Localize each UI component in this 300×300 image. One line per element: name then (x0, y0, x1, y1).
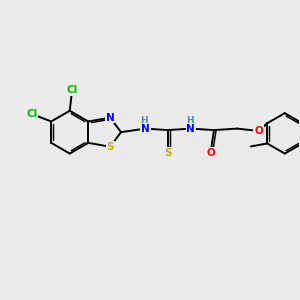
Text: Cl: Cl (26, 109, 38, 119)
Text: O: O (254, 126, 263, 136)
Text: N: N (106, 112, 115, 123)
Text: S: S (106, 142, 114, 152)
Text: O: O (206, 148, 215, 158)
Text: S: S (164, 148, 171, 158)
Text: Cl: Cl (67, 85, 78, 95)
Text: H: H (186, 116, 194, 125)
Text: N: N (141, 124, 150, 134)
Text: H: H (140, 116, 148, 125)
Text: N: N (186, 124, 195, 134)
